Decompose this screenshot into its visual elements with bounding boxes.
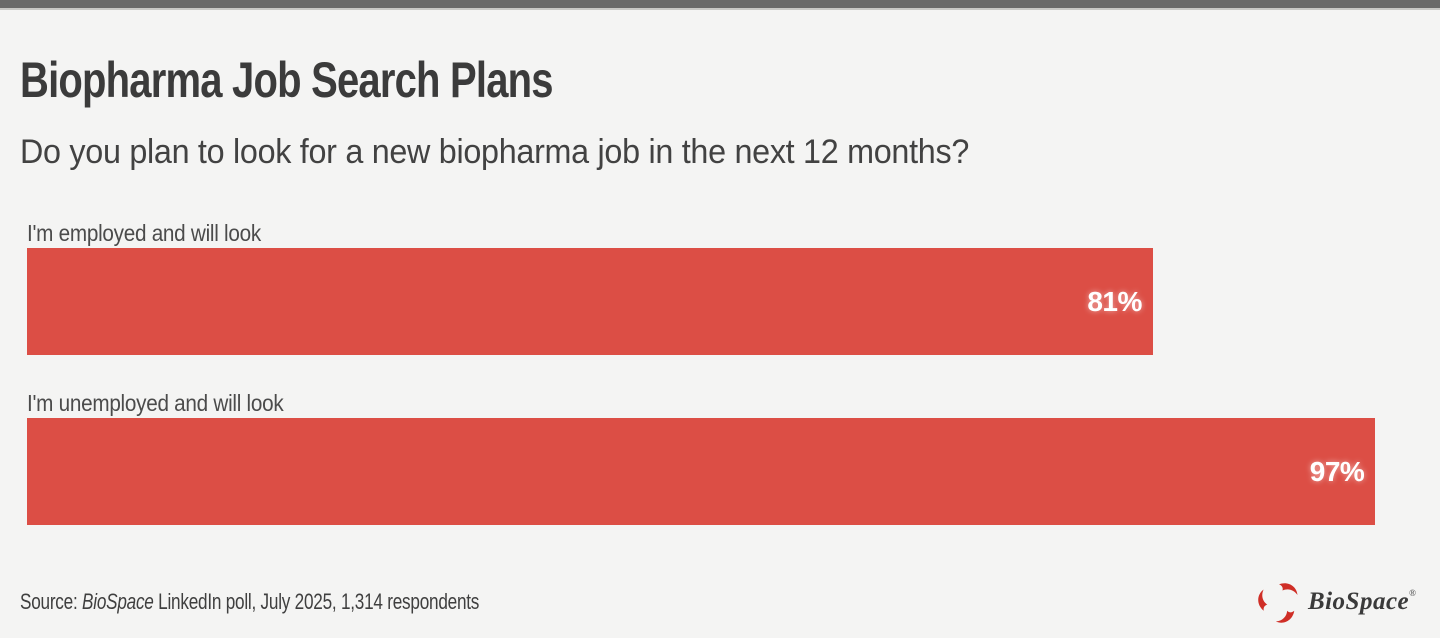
bar-row: I'm employed and will look 81% (27, 220, 1417, 355)
bar-chart: I'm employed and will look 81% I'm unemplo… (27, 220, 1417, 525)
biospace-swirl-icon (1258, 583, 1298, 623)
bar: 81% (27, 248, 1153, 355)
window-top-bar (0, 0, 1440, 10)
biospace-logo: BioSpace ® (1257, 580, 1416, 624)
source-attribution: Source: BioSpace LinkedIn poll, July 202… (20, 589, 479, 615)
registered-trademark-icon: ® (1409, 588, 1416, 598)
chart-header: Biopharma Job Search Plans Do you plan t… (0, 10, 1440, 172)
source-suffix: LinkedIn poll, July 2025, 1,314 responde… (153, 589, 480, 614)
chart-footer: Source: BioSpace LinkedIn poll, July 202… (20, 580, 1416, 624)
bar-category-label: I'm unemployed and will look (27, 390, 284, 416)
biospace-logo-text: BioSpace (1307, 588, 1410, 615)
chart-title: Biopharma Job Search Plans (20, 52, 554, 108)
bar: 97% (27, 418, 1376, 525)
bar-track: 97% (27, 418, 1417, 525)
source-brand: BioSpace (82, 589, 154, 614)
bar-value-label: 81% (1087, 285, 1142, 317)
bar-category-label: I'm employed and will look (27, 220, 261, 246)
bar-row: I'm unemployed and will look 97% (27, 390, 1417, 525)
bar-value-label: 97% (1309, 455, 1365, 487)
chart-subtitle: Do you plan to look for a new biopharma … (20, 133, 970, 171)
source-prefix: Source: (20, 589, 83, 614)
bar-track: 81% (27, 248, 1417, 355)
